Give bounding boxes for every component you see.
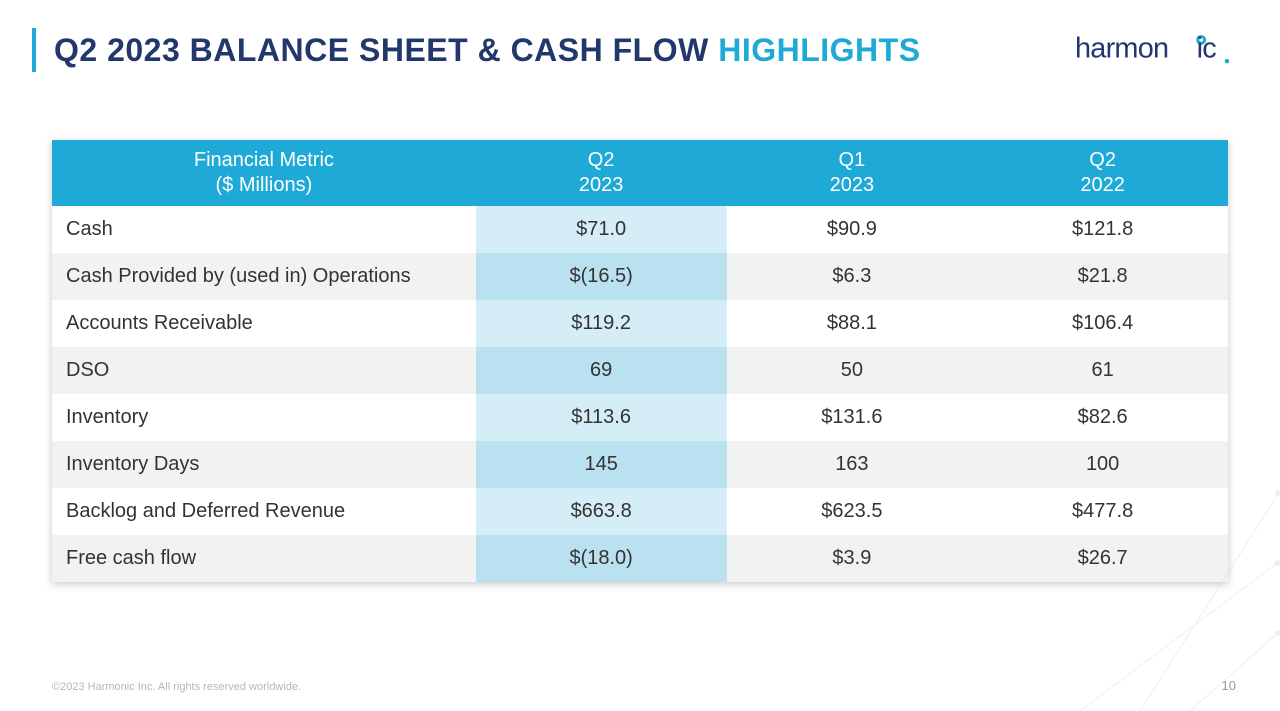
q1-2023-cell: $90.9 [727, 206, 978, 253]
q2-2022-cell: $106.4 [977, 300, 1228, 347]
col-q1-2023: Q1 2023 [727, 140, 978, 206]
svg-text:ic: ic [1196, 32, 1216, 64]
page-number: 10 [1222, 678, 1236, 693]
q1-2023-cell: $6.3 [727, 253, 978, 300]
q2-2023-cell: $(16.5) [476, 253, 727, 300]
financial-table: Financial Metric ($ Millions) Q2 2023 Q1… [52, 140, 1228, 582]
harmonic-logo: harmon ic [1075, 28, 1242, 70]
metric-cell: Free cash flow [52, 535, 476, 582]
q2-2022-cell: $82.6 [977, 394, 1228, 441]
table-body: Cash$71.0$90.9$121.8Cash Provided by (us… [52, 206, 1228, 582]
copyright: ©2023 Harmonic Inc. All rights reserved … [52, 681, 301, 693]
q1-2023-cell: $131.6 [727, 394, 978, 441]
table-row: Inventory Days145163100 [52, 441, 1228, 488]
financial-table-container: Financial Metric ($ Millions) Q2 2023 Q1… [52, 140, 1228, 582]
q2-2023-cell: $71.0 [476, 206, 727, 253]
col-metric: Financial Metric ($ Millions) [52, 140, 476, 206]
q2-2023-cell: $119.2 [476, 300, 727, 347]
table-header-row: Financial Metric ($ Millions) Q2 2023 Q1… [52, 140, 1228, 206]
q2-2022-cell: 100 [977, 441, 1228, 488]
table-row: Free cash flow$(18.0)$3.9$26.7 [52, 535, 1228, 582]
slide: Q2 2023 BALANCE SHEET & CASH FLOW HIGHLI… [0, 0, 1280, 711]
q2-2023-cell: $113.6 [476, 394, 727, 441]
q1-2023-cell: 50 [727, 347, 978, 394]
q2-2023-cell: $(18.0) [476, 535, 727, 582]
metric-cell: Inventory Days [52, 441, 476, 488]
table-head: Financial Metric ($ Millions) Q2 2023 Q1… [52, 140, 1228, 206]
q1-2023-cell: $3.9 [727, 535, 978, 582]
q1-2023-cell: $88.1 [727, 300, 978, 347]
q2-2022-cell: $26.7 [977, 535, 1228, 582]
q2-2022-cell: $121.8 [977, 206, 1228, 253]
table-row: Backlog and Deferred Revenue$663.8$623.5… [52, 488, 1228, 535]
q2-2022-cell: $477.8 [977, 488, 1228, 535]
metric-cell: DSO [52, 347, 476, 394]
q2-2023-cell: $663.8 [476, 488, 727, 535]
q1-2023-cell: $623.5 [727, 488, 978, 535]
col-q2-2023: Q2 2023 [476, 140, 727, 206]
page-title: Q2 2023 BALANCE SHEET & CASH FLOW HIGHLI… [54, 32, 921, 69]
title-accent [32, 28, 36, 72]
metric-cell: Accounts Receivable [52, 300, 476, 347]
metric-cell: Cash Provided by (used in) Operations [52, 253, 476, 300]
metric-cell: Backlog and Deferred Revenue [52, 488, 476, 535]
q2-2023-cell: 145 [476, 441, 727, 488]
table-row: Inventory$113.6$131.6$82.6 [52, 394, 1228, 441]
table-row: Cash Provided by (used in) Operations$(1… [52, 253, 1228, 300]
table-row: Cash$71.0$90.9$121.8 [52, 206, 1228, 253]
table-row: DSO695061 [52, 347, 1228, 394]
metric-cell: Cash [52, 206, 476, 253]
metric-cell: Inventory [52, 394, 476, 441]
q2-2023-cell: 69 [476, 347, 727, 394]
q2-2022-cell: 61 [977, 347, 1228, 394]
title-bar: Q2 2023 BALANCE SHEET & CASH FLOW HIGHLI… [32, 28, 921, 72]
title-main: Q2 2023 BALANCE SHEET & CASH FLOW [54, 32, 718, 68]
q2-2022-cell: $21.8 [977, 253, 1228, 300]
q1-2023-cell: 163 [727, 441, 978, 488]
svg-text:harmon: harmon [1075, 32, 1168, 64]
table-row: Accounts Receivable$119.2$88.1$106.4 [52, 300, 1228, 347]
col-q2-2022: Q2 2022 [977, 140, 1228, 206]
harmonic-logo-svg: harmon ic [1075, 30, 1242, 68]
title-highlight: HIGHLIGHTS [718, 32, 920, 68]
